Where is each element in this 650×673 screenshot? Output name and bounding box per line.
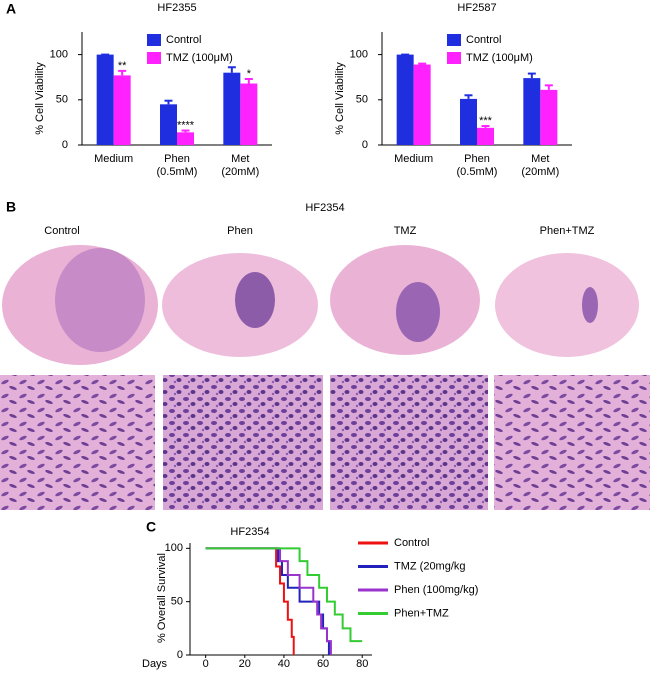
y-tick-label: 0	[62, 139, 68, 151]
legend-swatch	[147, 34, 161, 46]
bar	[540, 89, 558, 145]
bar	[177, 132, 194, 145]
column-label: Phen+TMZ	[540, 225, 595, 237]
panel-label: C	[146, 519, 156, 535]
bar	[160, 104, 177, 145]
chart-title: HF2355	[157, 2, 196, 14]
significance: **	[118, 60, 127, 72]
legend-label: Control	[394, 537, 429, 549]
y-tick-label: 50	[56, 94, 68, 106]
histology-title: HF2354	[305, 202, 344, 214]
x-tick-label: Met (20mM)	[221, 153, 259, 178]
survival-line	[205, 547, 332, 655]
y-tick-label: 50	[171, 596, 183, 608]
survival-line	[205, 547, 330, 655]
legend-label: TMZ (100μM)	[466, 52, 533, 64]
bar	[240, 83, 258, 145]
x-tick-label: Phen (0.5mM)	[457, 153, 498, 178]
x-tick-label: 60	[317, 658, 329, 670]
x-tick-label: Medium	[394, 153, 433, 165]
y-tick-label: 0	[177, 649, 183, 661]
legend-swatch	[447, 34, 461, 46]
legend-swatch	[147, 52, 161, 64]
x-axis-label: Days	[142, 658, 168, 670]
x-tick-label: 80	[356, 658, 368, 670]
bar	[523, 78, 541, 145]
y-tick-label: 50	[356, 94, 368, 106]
chart-title: HF2354	[230, 526, 269, 538]
legend-label: TMZ (20mg/kg	[394, 560, 466, 572]
column-label: Control	[44, 225, 79, 237]
x-tick-label: Phen (0.5mM)	[157, 153, 198, 178]
bar	[413, 64, 431, 145]
legend-label: Phen (100mg/kg)	[394, 584, 478, 596]
significance: ***	[479, 115, 493, 127]
y-axis-label: % Cell Viability	[34, 62, 46, 135]
bar	[223, 72, 241, 145]
legend-label: Phen+TMZ	[394, 607, 449, 619]
y-tick-label: 100	[50, 49, 68, 61]
x-tick-label: 20	[239, 658, 251, 670]
x-tick-label: 40	[278, 658, 290, 670]
panel-label: B	[6, 199, 16, 215]
x-tick-label: 0	[203, 658, 209, 670]
column-label: TMZ	[394, 225, 417, 237]
survival-line	[205, 547, 363, 643]
y-tick-label: 0	[362, 139, 368, 151]
column-label: Phen	[227, 225, 253, 237]
survival-line	[205, 547, 295, 655]
x-tick-label: Medium	[94, 153, 133, 165]
significance: *	[247, 68, 252, 80]
bar	[477, 127, 494, 145]
y-tick-label: 100	[165, 542, 183, 554]
legend-swatch	[447, 52, 461, 64]
bar	[96, 54, 114, 145]
bar	[396, 54, 414, 145]
panel-label: A	[6, 1, 16, 17]
chart-title: HF2587	[457, 2, 496, 14]
bar	[113, 75, 131, 145]
legend-label: TMZ (100μM)	[166, 52, 233, 64]
y-axis-label: % Cell Viability	[334, 62, 346, 135]
significance: ****	[177, 119, 195, 131]
y-axis-label: % Overall Survival	[156, 553, 168, 643]
brain-sections	[2, 245, 639, 365]
legend-label: Control	[466, 34, 501, 46]
histology-images	[0, 375, 650, 510]
y-tick-label: 100	[350, 49, 368, 61]
bar	[460, 98, 477, 145]
legend-label: Control	[166, 34, 201, 46]
x-tick-label: Met (20mM)	[521, 153, 559, 178]
